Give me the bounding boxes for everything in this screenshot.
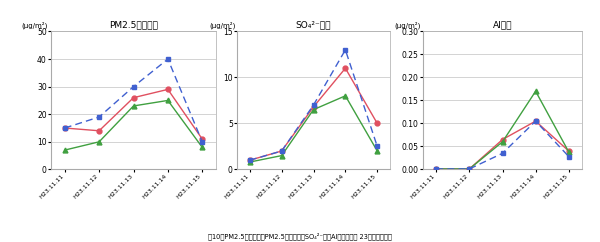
- Title: Al濃度: Al濃度: [493, 20, 512, 29]
- Title: SO₄²⁻濃度: SO₄²⁻濃度: [296, 20, 331, 29]
- Title: PM2.5質量濃度: PM2.5質量濃度: [109, 20, 158, 29]
- Text: (μg/m²): (μg/m²): [394, 21, 421, 29]
- Text: 困10　PM2.5質量濃度、PM2.5に含まれるSO₄²⁻及びAl濃度（平成 23年度　秋季）: 困10 PM2.5質量濃度、PM2.5に含まれるSO₄²⁻及びAl濃度（平成 2…: [208, 232, 392, 240]
- Text: (μg/m²): (μg/m²): [22, 21, 47, 29]
- Text: (μg/m²): (μg/m²): [209, 21, 236, 29]
